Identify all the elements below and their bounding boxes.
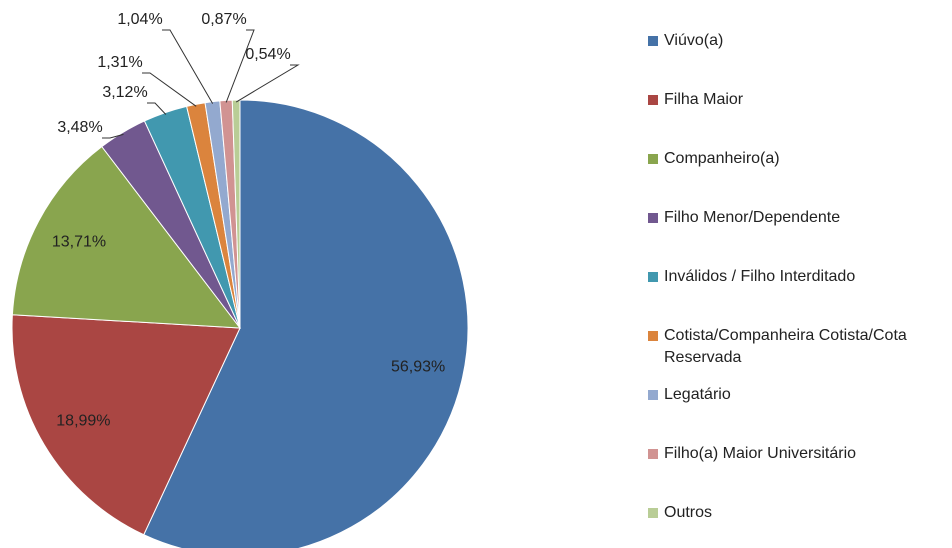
legend-label: Filho(a) Maior Universitário [664,445,857,462]
legend-label: Filho Menor/Dependente [664,209,841,226]
pie-area: 56,93% 18,99% 13,71% 3,48% 3,12% 1,31% 1,04% 0,… [11,11,469,548]
legend-item: Legatário [648,384,948,406]
legend-swatch [648,36,658,46]
legend-label: Legatário [664,386,731,403]
legend-item: Filha Maior [648,89,948,111]
legend-item: Inválidos / Filho Interditado [648,266,948,288]
data-label: 0,87% [201,11,246,28]
legend-swatch [648,272,658,282]
legend-label: Viúvo(a) [664,32,724,49]
data-label: 18,99% [56,413,110,430]
legend-swatch [648,213,658,223]
legend-swatch [648,154,658,164]
data-label: 3,48% [57,119,102,136]
pie-slice [11,314,241,536]
data-label: 13,71% [52,234,106,251]
data-label: 56,93% [391,359,445,376]
legend-item: Companheiro(a) [648,148,948,170]
legend-label: Outros [664,504,713,521]
leader-line [225,29,255,103]
legend-swatch [648,508,658,518]
legend-swatch [648,390,658,400]
legend-item: Cotista/Companheira Cotista/Cota Reserva… [648,325,948,369]
data-label: 0,54% [245,46,290,63]
legend-item: Filho(a) Maior Universitário [648,443,948,465]
legend-label: Companheiro(a) [664,150,780,167]
leader-line [162,29,214,104]
legend-swatch [648,95,658,105]
pie-slice [11,145,242,329]
legend-item: Viúvo(a) [648,30,948,52]
pie-slice [143,99,469,548]
data-label: 1,31% [97,54,142,71]
legend-label: Cotista/Companheira Cotista/Cota Reserva… [664,327,907,366]
legend-label: Inválidos / Filho Interditado [664,268,856,285]
legend-item: Outros [648,502,948,524]
leader-line [142,72,197,107]
legend-swatch [648,449,658,459]
data-label: 1,04% [117,11,162,28]
leader-line [235,64,300,103]
leader-line [147,102,167,115]
legend-label: Filha Maior [664,91,744,108]
legend-swatch [648,331,658,341]
data-label: 3,12% [102,84,147,101]
leader-line [102,133,124,139]
legend-item: Filho Menor/Dependente [648,207,948,229]
legend: Viúvo(a) Filha Maior Companheiro(a) Filho M… [648,0,948,548]
